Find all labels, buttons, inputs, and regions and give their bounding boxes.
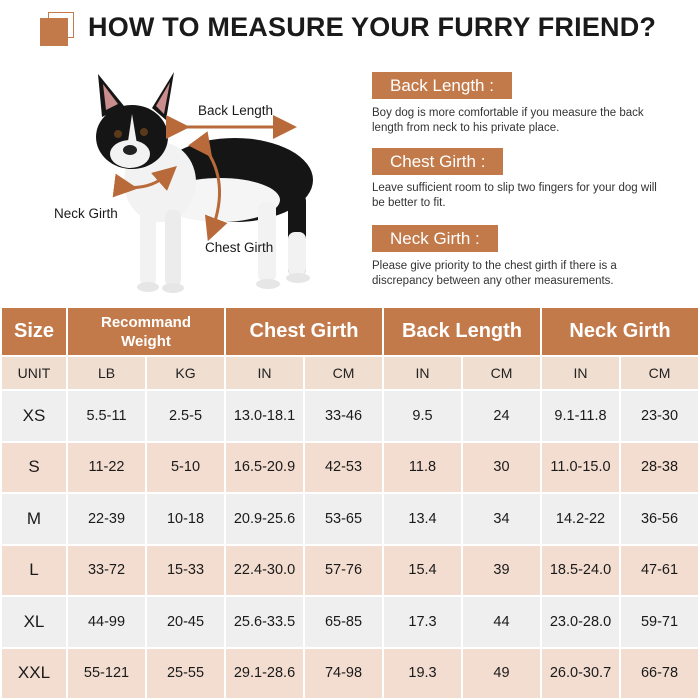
table-row: S 11-22 5-10 16.5-20.9 42-53 11.8 30 11.… [2,442,698,492]
table-cell: 74-98 [305,648,382,698]
unit-row: UNIT LB KG IN CM IN CM IN CM [2,357,698,389]
table-cell: 18.5-24.0 [542,545,619,595]
table-cell: 65-85 [305,597,382,647]
table-cell: 24 [463,391,540,441]
table-cell: 36-56 [621,494,698,544]
table-cell: 25-55 [147,648,224,698]
header-back-length: Back Length [384,308,540,355]
chest-girth-heading: Chest Girth : [372,148,504,175]
table-cell: 5.5-11 [68,391,145,441]
header-chest-girth: Chest Girth [226,308,382,355]
table-cell: 15.4 [384,545,461,595]
table-cell: 20.9-25.6 [226,494,303,544]
table-cell: 11.0-15.0 [542,442,619,492]
unit-cell: IN [542,357,619,389]
unit-cell: KG [147,357,224,389]
table-cell: 11-22 [68,442,145,492]
unit-cell: CM [305,357,382,389]
table-cell: 2.5-5 [147,391,224,441]
neck-girth-heading: Neck Girth : [372,225,498,252]
dog-measurement-diagram: Back Length Neck Girth Chest Girth [40,62,360,302]
table-cell: 22-39 [68,494,145,544]
table-row: M 22-39 10-18 20.9-25.6 53-65 13.4 34 14… [2,494,698,544]
table-cell: 25.6-33.5 [226,597,303,647]
table-cell: 55-121 [68,648,145,698]
neck-girth-text: Please give priority to the chest girth … [372,260,617,287]
size-cell: M [2,494,66,544]
table-cell: 13.0-18.1 [226,391,303,441]
table-cell: 9.1-11.8 [542,391,619,441]
chest-girth-text: Leave sufficient room to slip two finger… [372,182,657,209]
table-cell: 49 [463,648,540,698]
table-cell: 33-72 [68,545,145,595]
table-cell: 34 [463,494,540,544]
back-length-text: Boy dog is more comfortable if you measu… [372,107,644,134]
back-length-label: Back Length [198,103,274,118]
unit-cell: UNIT [2,357,66,389]
table-row: XL 44-99 20-45 25.6-33.5 65-85 17.3 44 2… [2,597,698,647]
table-cell: 44 [463,597,540,647]
unit-cell: CM [621,357,698,389]
header-weight: Recommand Weight [68,308,224,355]
header-size: Size [2,308,66,355]
table-cell: 13.4 [384,494,461,544]
table-row: L 33-72 15-33 22.4-30.0 57-76 15.4 39 18… [2,545,698,595]
chest-girth-label: Chest Girth [205,240,274,255]
table-row: XXL 55-121 25-55 29.1-28.6 74-98 19.3 49… [2,648,698,698]
unit-cell: IN [226,357,303,389]
table-cell: 15-33 [147,545,224,595]
table-cell: 42-53 [305,442,382,492]
table-cell: 39 [463,545,540,595]
size-cell: S [2,442,66,492]
table-cell: 30 [463,442,540,492]
table-cell: 33-46 [305,391,382,441]
table-cell: 16.5-20.9 [226,442,303,492]
table-cell: 23.0-28.0 [542,597,619,647]
table-cell: 10-18 [147,494,224,544]
back-length-heading: Back Length : [372,72,512,99]
table-cell: 47-61 [621,545,698,595]
size-cell: XS [2,391,66,441]
table-cell: 44-99 [68,597,145,647]
page-title: HOW TO MEASURE YOUR FURRY FRIEND? [88,12,657,42]
table-cell: 9.5 [384,391,461,441]
table-cell: 53-65 [305,494,382,544]
table-cell: 59-71 [621,597,698,647]
size-cell: XXL [2,648,66,698]
table-cell: 17.3 [384,597,461,647]
table-cell: 5-10 [147,442,224,492]
table-cell: 22.4-30.0 [226,545,303,595]
unit-cell: IN [384,357,461,389]
table-cell: 19.3 [384,648,461,698]
dog-illustration [96,72,313,293]
table-row: XS 5.5-11 2.5-5 13.0-18.1 33-46 9.5 24 9… [2,391,698,441]
table-cell: 26.0-30.7 [542,648,619,698]
size-chart-table: Size Recommand Weight Chest Girth Back L… [0,306,700,700]
unit-cell: LB [68,357,145,389]
table-cell: 66-78 [621,648,698,698]
unit-cell: CM [463,357,540,389]
size-cell: L [2,545,66,595]
table-cell: 20-45 [147,597,224,647]
table-cell: 29.1-28.6 [226,648,303,698]
size-cell: XL [2,597,66,647]
table-cell: 28-38 [621,442,698,492]
neck-girth-label: Neck Girth [54,206,118,221]
header-neck-girth: Neck Girth [542,308,698,355]
table-cell: 14.2-22 [542,494,619,544]
table-header-row: Size Recommand Weight Chest Girth Back L… [2,308,698,355]
table-cell: 23-30 [621,391,698,441]
brand-logo-icon [40,12,76,48]
table-cell: 11.8 [384,442,461,492]
table-cell: 57-76 [305,545,382,595]
